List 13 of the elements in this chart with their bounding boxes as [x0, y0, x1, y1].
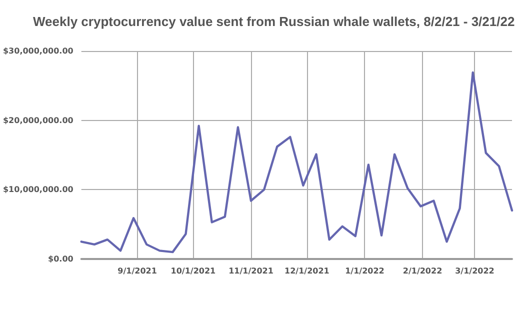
x-tick-label: 10/1/2021	[170, 266, 216, 276]
x-tick-label: 3/1/2022	[455, 266, 494, 276]
y-tick-label: $0.00	[48, 254, 74, 264]
y-tick-label: $30,000,000.00	[2, 46, 74, 56]
x-tick-label: 12/1/2021	[284, 266, 330, 276]
x-tick-label: 9/1/2021	[118, 266, 158, 276]
y-tick-label: $10,000,000.00	[2, 185, 74, 194]
y-tick-label: $20,000,000.00	[2, 116, 74, 125]
x-tick-label: 2/1/2022	[402, 266, 442, 276]
line-series	[80, 71, 514, 254]
chart-title: Weekly cryptocurrency value sent from Russian whale wallets, 8/2/21 - 3/21/22	[33, 14, 515, 29]
x-tick-label: 1/1/2022	[345, 266, 384, 276]
x-tick-label: 11/1/2021	[228, 266, 274, 276]
